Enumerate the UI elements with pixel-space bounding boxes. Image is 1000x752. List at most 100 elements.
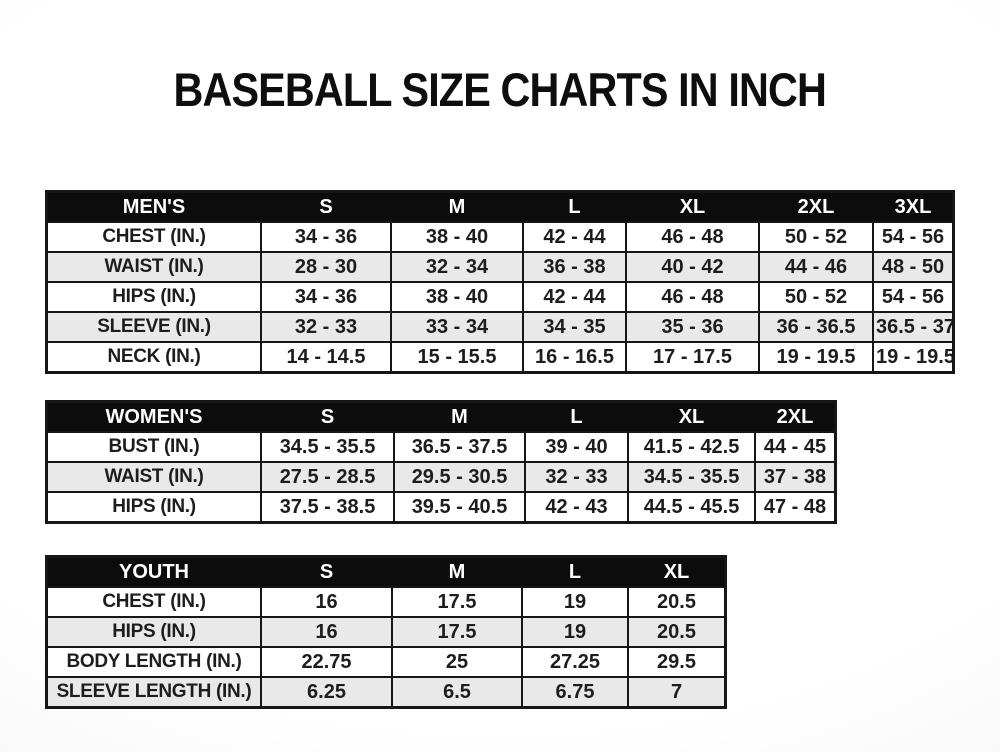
- size-value-cell: 6.5: [391, 676, 523, 709]
- size-value-cell: 44.5 - 45.5: [627, 491, 756, 524]
- size-value-cell: 33 - 34: [390, 311, 524, 343]
- size-value-cell: 32 - 33: [524, 461, 629, 493]
- size-value-cell: 32 - 34: [390, 251, 524, 283]
- page-title: BASEBALL SIZE CHARTS IN INCH: [0, 62, 1000, 117]
- table-row: BUST (IN.) 34.5 - 35.5 36.5 - 37.5 39 - 40 4…: [45, 431, 837, 463]
- size-value-cell: 36.5 - 37.5: [393, 431, 526, 463]
- size-value-cell: 14 - 14.5: [260, 341, 392, 374]
- column-header-cell: XL: [627, 555, 727, 588]
- column-header-cell: S: [260, 190, 392, 223]
- size-value-cell: 29.5: [627, 646, 727, 678]
- table-row: SLEEVE LENGTH (IN.) 6.25 6.5 6.75 7: [45, 676, 727, 709]
- size-value-cell: 47 - 48: [754, 491, 837, 524]
- size-value-cell: 42 - 44: [522, 281, 627, 313]
- size-value-cell: 54 - 56: [872, 221, 955, 253]
- size-value-cell: 17.5: [391, 586, 523, 618]
- size-value-cell: 54 - 56: [872, 281, 955, 313]
- size-value-cell: 27.5 - 28.5: [260, 461, 395, 493]
- table-title-cell: YOUTH: [45, 555, 262, 588]
- column-header-cell: XL: [625, 190, 760, 223]
- size-value-cell: 32 - 33: [260, 311, 392, 343]
- size-value-cell: 39 - 40: [524, 431, 629, 463]
- size-value-cell: 16: [260, 586, 393, 618]
- size-value-cell: 34 - 36: [260, 221, 392, 253]
- column-header-cell: 2XL: [758, 190, 874, 223]
- size-value-cell: 19 - 19.5: [872, 341, 955, 374]
- size-value-cell: 44 - 46: [758, 251, 874, 283]
- column-header-cell: S: [260, 400, 395, 433]
- size-value-cell: 37.5 - 38.5: [260, 491, 395, 524]
- size-table-mens: MEN'S S M L XL 2XL 3XL CHEST (IN.) 34 - 36 38 - 4…: [45, 190, 955, 374]
- size-table-youth: YOUTH S M L XL CHEST (IN.) 16 17.5 19 20.5 HIPS (I…: [45, 555, 727, 709]
- size-value-cell: 50 - 52: [758, 281, 874, 313]
- size-value-cell: 44 - 45: [754, 431, 837, 463]
- size-value-cell: 27.25: [521, 646, 629, 678]
- size-value-cell: 16: [260, 616, 393, 648]
- row-label-cell: SLEEVE LENGTH (IN.): [45, 676, 262, 709]
- row-label-cell: BODY LENGTH (IN.): [45, 646, 262, 678]
- size-value-cell: 17 - 17.5: [625, 341, 760, 374]
- column-header-cell: M: [391, 555, 523, 588]
- size-value-cell: 34.5 - 35.5: [627, 461, 756, 493]
- column-header-cell: M: [393, 400, 526, 433]
- page-title-text: BASEBALL SIZE CHARTS IN INCH: [173, 63, 827, 116]
- size-value-cell: 20.5: [627, 586, 727, 618]
- size-value-cell: 46 - 48: [625, 281, 760, 313]
- size-value-cell: 38 - 40: [390, 281, 524, 313]
- size-value-cell: 28 - 30: [260, 251, 392, 283]
- column-header-cell: L: [524, 400, 629, 433]
- size-value-cell: 40 - 42: [625, 251, 760, 283]
- table-row: NECK (IN.) 14 - 14.5 15 - 15.5 16 - 16.5 17 …: [45, 341, 955, 374]
- size-value-cell: 19 - 19.5: [758, 341, 874, 374]
- size-value-cell: 35 - 36: [625, 311, 760, 343]
- row-label-cell: WAIST (IN.): [45, 251, 262, 283]
- size-value-cell: 25: [391, 646, 523, 678]
- size-value-cell: 42 - 44: [522, 221, 627, 253]
- size-value-cell: 36 - 38: [522, 251, 627, 283]
- size-value-cell: 50 - 52: [758, 221, 874, 253]
- size-value-cell: 34 - 36: [260, 281, 392, 313]
- size-value-cell: 38 - 40: [390, 221, 524, 253]
- row-label-cell: NECK (IN.): [45, 341, 262, 374]
- column-header-cell: XL: [627, 400, 756, 433]
- size-value-cell: 34.5 - 35.5: [260, 431, 395, 463]
- table-row: HIPS (IN.) 16 17.5 19 20.5: [45, 616, 727, 648]
- table-row: WAIST (IN.) 28 - 30 32 - 34 36 - 38 40 - 42 4…: [45, 251, 955, 283]
- row-label-cell: CHEST (IN.): [45, 221, 262, 253]
- row-label-cell: SLEEVE (IN.): [45, 311, 262, 343]
- table-header-row: WOMEN'S S M L XL 2XL: [45, 400, 837, 433]
- row-label-cell: HIPS (IN.): [45, 281, 262, 313]
- table-row: CHEST (IN.) 34 - 36 38 - 40 42 - 44 46 - 48 5…: [45, 221, 955, 253]
- size-value-cell: 34 - 35: [522, 311, 627, 343]
- table-row: BODY LENGTH (IN.) 22.75 25 27.25 29.5: [45, 646, 727, 678]
- row-label-cell: BUST (IN.): [45, 431, 262, 463]
- table-title-cell: MEN'S: [45, 190, 262, 223]
- table-header-row: YOUTH S M L XL: [45, 555, 727, 588]
- size-value-cell: 15 - 15.5: [390, 341, 524, 374]
- size-value-cell: 6.25: [260, 676, 393, 709]
- row-label-cell: CHEST (IN.): [45, 586, 262, 618]
- size-value-cell: 29.5 - 30.5: [393, 461, 526, 493]
- size-value-cell: 22.75: [260, 646, 393, 678]
- column-header-cell: S: [260, 555, 393, 588]
- size-table-womens: WOMEN'S S M L XL 2XL BUST (IN.) 34.5 - 35.5 36.5…: [45, 400, 837, 524]
- table-row: CHEST (IN.) 16 17.5 19 20.5: [45, 586, 727, 618]
- size-value-cell: 6.75: [521, 676, 629, 709]
- size-value-cell: 36 - 36.5: [758, 311, 874, 343]
- table-header-row: MEN'S S M L XL 2XL 3XL: [45, 190, 955, 223]
- row-label-cell: HIPS (IN.): [45, 616, 262, 648]
- size-value-cell: 48 - 50: [872, 251, 955, 283]
- column-header-cell: M: [390, 190, 524, 223]
- size-value-cell: 20.5: [627, 616, 727, 648]
- table-row: HIPS (IN.) 37.5 - 38.5 39.5 - 40.5 42 - 43 4…: [45, 491, 837, 524]
- table-row: HIPS (IN.) 34 - 36 38 - 40 42 - 44 46 - 48 50…: [45, 281, 955, 313]
- row-label-cell: WAIST (IN.): [45, 461, 262, 493]
- size-value-cell: 39.5 - 40.5: [393, 491, 526, 524]
- size-value-cell: 46 - 48: [625, 221, 760, 253]
- size-value-cell: 7: [627, 676, 727, 709]
- size-value-cell: 42 - 43: [524, 491, 629, 524]
- size-value-cell: 17.5: [391, 616, 523, 648]
- size-value-cell: 36.5 - 37: [872, 311, 955, 343]
- column-header-cell: 3XL: [872, 190, 955, 223]
- table-row: WAIST (IN.) 27.5 - 28.5 29.5 - 30.5 32 - 33…: [45, 461, 837, 493]
